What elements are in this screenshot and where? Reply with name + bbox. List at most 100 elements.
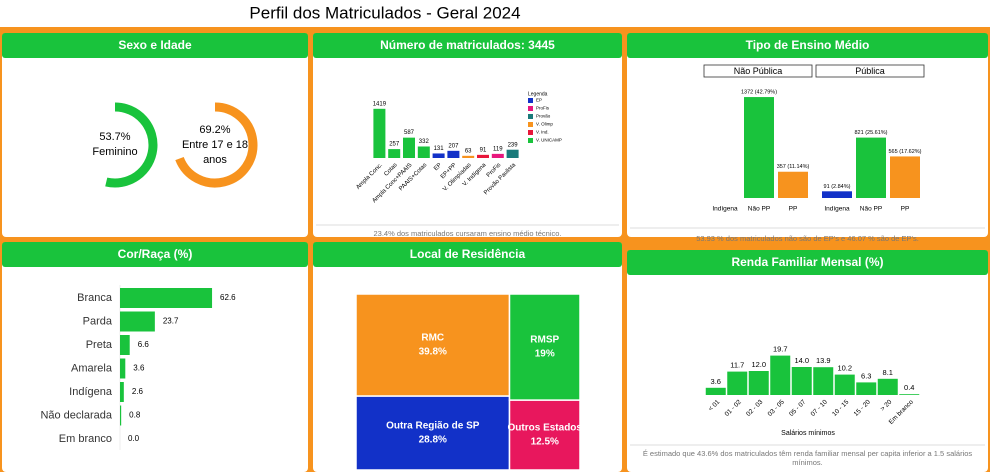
treemap-cell (508, 399, 581, 471)
bar-value-label: 6.3 (861, 371, 871, 380)
bar (791, 367, 812, 395)
treemap-value: 19% (535, 349, 555, 360)
bar-value-label: 587 (404, 130, 415, 136)
bar-value-label: 63 (465, 148, 472, 154)
panel-title: Sexo e Idade (118, 38, 192, 52)
donut-arc (105, 102, 158, 188)
bar (403, 137, 415, 158)
bar-value-label: 3.6 (711, 377, 721, 386)
group-label: Não Pública (734, 66, 783, 76)
bar (120, 311, 155, 332)
bar (899, 394, 920, 395)
bar (890, 156, 920, 198)
panel-title: Local de Residência (410, 247, 526, 261)
donut-label: 53.7% Feminino (79, 115, 151, 175)
bar-value-label: 1372 (42.79%) (741, 90, 777, 96)
bar (822, 191, 852, 198)
bar (447, 150, 460, 158)
bar-value-label: 91 (2.84%) (824, 184, 851, 190)
treemap-label: Outros Estados (508, 423, 583, 434)
legend-swatch (528, 98, 533, 103)
bar-value-label: 1419 (373, 101, 387, 107)
x-tick-label: Indígena (824, 206, 850, 213)
group-label: Pública (855, 66, 885, 76)
bar (727, 371, 748, 395)
bar-value-label: 357 (11.14%) (777, 164, 810, 170)
bar-value-label: 207 (448, 143, 459, 149)
panel-header (627, 250, 988, 275)
bar (120, 405, 122, 426)
x-tick-label: EP (433, 162, 443, 172)
bar (462, 155, 475, 158)
bar-value-label: 131 (434, 146, 445, 152)
bar-value-label: 565 (17.62%) (888, 149, 921, 155)
bar (834, 374, 855, 395)
bar-value-label: 332 (419, 139, 430, 145)
donut-arc (175, 102, 258, 188)
bar-value-label: 10.2 (837, 364, 852, 373)
donut-label: 69.2% Entre 17 e 18 anos (179, 115, 251, 175)
legend-swatch (528, 138, 533, 143)
treemap-label: RMC (421, 333, 444, 344)
y-tick-label: Em branco (59, 433, 112, 445)
panel (313, 33, 622, 237)
panel (627, 250, 988, 472)
bar (856, 382, 877, 395)
bar-value-label: 257 (389, 142, 400, 148)
legend-label: ProFis (536, 106, 550, 111)
y-tick-label: Parda (83, 315, 113, 327)
note: É estimado que 43.6% dos matriculados tê… (642, 449, 973, 467)
bar (388, 149, 401, 158)
bar (373, 108, 386, 158)
panel-title: Renda Familiar Mensal (%) (731, 255, 883, 269)
legend-label: EP (536, 98, 542, 103)
bar (705, 387, 726, 395)
bar-value-label: 0.0 (128, 434, 140, 443)
panel-header (2, 33, 308, 58)
x-axis-label: Salários mínimos (781, 430, 835, 437)
donut-value: 53.7% (99, 131, 131, 143)
legend-label: Provão (536, 114, 551, 119)
bar-value-label: 13.9 (816, 356, 831, 365)
bar (120, 382, 124, 402)
bar (477, 154, 489, 158)
treemap-value: 39.8% (419, 347, 447, 358)
bar (432, 153, 445, 158)
bar-value-label: 0.4 (904, 383, 914, 392)
bar-value-label: 62.6 (220, 293, 236, 302)
bar-value-label: 11.7 (730, 361, 744, 370)
bar-value-label: 0.8 (129, 411, 141, 420)
x-tick-label: Indígena (712, 206, 738, 213)
bar-value-label: 8.1 (883, 368, 893, 377)
treemap-cell (355, 293, 511, 397)
x-tick-label: Não PP (860, 206, 882, 213)
bar (770, 355, 791, 395)
legend-swatch (528, 130, 533, 135)
bar (778, 171, 808, 198)
panel-header (2, 242, 308, 267)
bar-value-label: 239 (508, 142, 519, 148)
y-tick-label: Preta (86, 339, 113, 351)
panel (627, 33, 988, 237)
treemap-cell (355, 395, 511, 471)
bar (506, 149, 519, 158)
treemap-value: 12.5% (531, 437, 559, 448)
bar-value-label: 19.7 (773, 345, 788, 354)
bar-value-label: 3.6 (133, 364, 145, 373)
page-title: Perfil dos Matriculados - Geral 2024 (249, 3, 520, 22)
bar (120, 288, 213, 308)
donut-category: Feminino (92, 146, 138, 158)
bar (813, 367, 834, 395)
note: 23.4% dos matriculados cursaram ensino m… (373, 229, 562, 238)
bar-value-label: 23.7 (163, 317, 179, 326)
x-tick-label: Não PP (748, 206, 770, 213)
legend-label: V. UNICAMP (536, 138, 562, 143)
panel-header (313, 33, 622, 58)
group-box (703, 64, 813, 78)
group-box (815, 64, 925, 78)
panel-title: Número de matriculados: 3445 (380, 38, 555, 52)
y-tick-label: Indígena (69, 386, 113, 398)
legend-swatch (528, 122, 533, 127)
bar (744, 97, 774, 198)
